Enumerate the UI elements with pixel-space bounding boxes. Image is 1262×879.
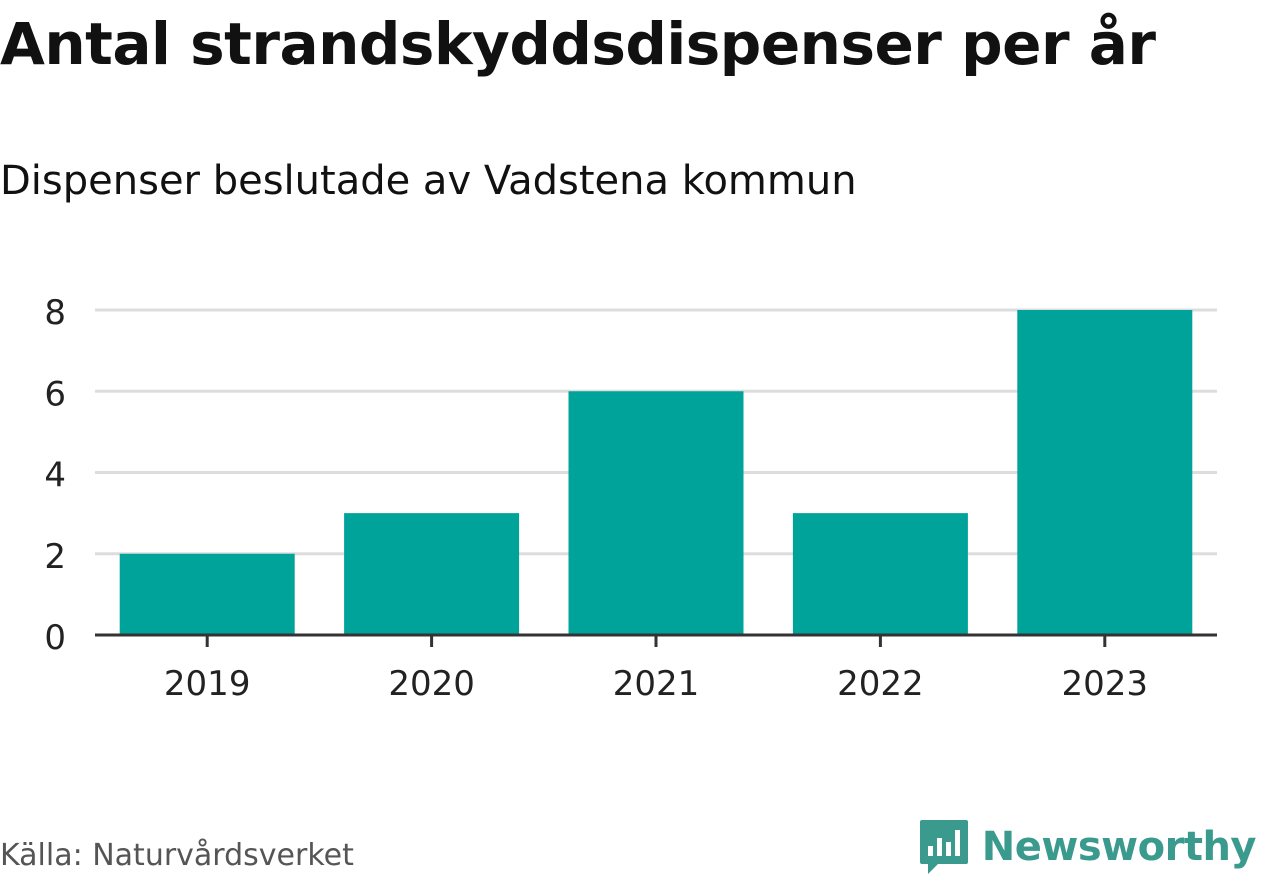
y-tick-label: 0 — [44, 618, 66, 658]
bar — [1017, 310, 1193, 635]
y-tick-label: 6 — [44, 374, 66, 414]
chart-subtitle: Dispenser beslutade av Vadstena kommun — [0, 158, 857, 204]
bar — [344, 513, 520, 635]
source-note: Källa: Naturvårdsverket — [0, 838, 354, 873]
bar — [119, 553, 295, 635]
y-tick-label: 4 — [44, 456, 66, 496]
bar — [568, 391, 744, 635]
chart-title: Antal strandskyddsdispenser per år — [0, 10, 1156, 78]
x-tick-label: 2022 — [837, 664, 924, 704]
y-tick-label: 2 — [44, 537, 66, 577]
brand-name: Newsworthy — [981, 824, 1257, 870]
x-tick-label: 2020 — [388, 664, 475, 704]
x-tick-label: 2023 — [1062, 664, 1149, 704]
bar — [792, 513, 968, 635]
x-tick-label: 2019 — [164, 664, 251, 704]
x-tick-label: 2021 — [613, 664, 700, 704]
newsworthy-logo-icon — [919, 820, 968, 874]
brand-logo: Newsworthy — [918, 818, 1257, 876]
y-tick-label: 8 — [44, 293, 66, 333]
